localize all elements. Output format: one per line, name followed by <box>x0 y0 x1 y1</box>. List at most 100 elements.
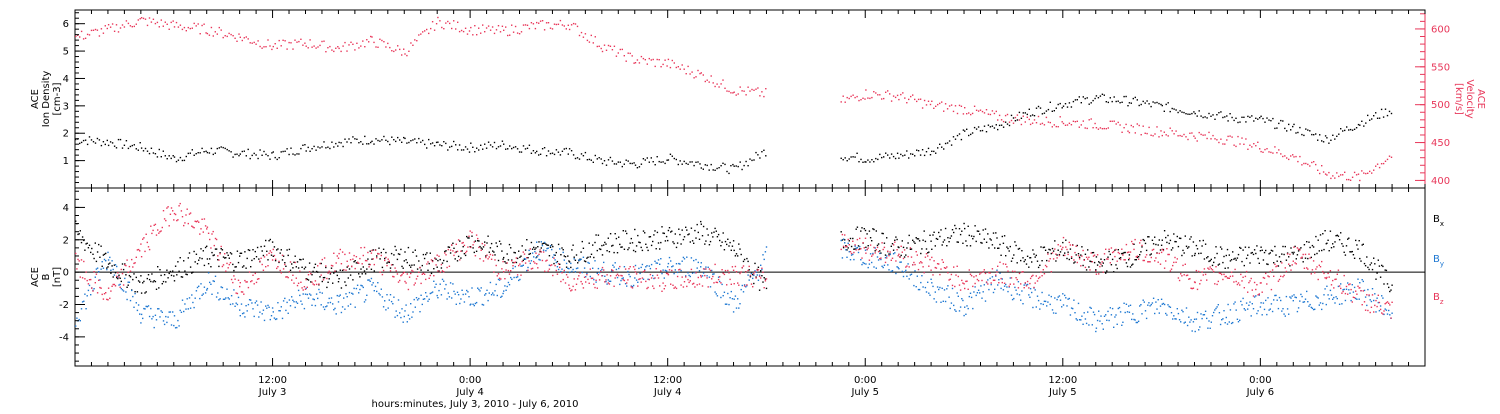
bx-series-point <box>1085 254 1086 255</box>
bz-series-point <box>474 241 475 242</box>
bz-series-point <box>729 279 730 280</box>
by-series-point <box>1173 315 1174 316</box>
velocity-series-point <box>75 36 76 37</box>
density-series-point <box>1011 115 1012 116</box>
by-series-point <box>1222 318 1223 319</box>
by-series-point <box>197 287 198 288</box>
bx-series-point <box>856 229 857 230</box>
bx-series-point <box>1355 240 1356 241</box>
bx-series-point <box>120 278 121 279</box>
by-series-point <box>953 305 954 306</box>
velocity-series-point <box>143 18 144 19</box>
by-series-point <box>472 304 473 305</box>
bz-series-point <box>1155 257 1156 258</box>
by-series-point <box>370 281 371 282</box>
bz-series-point <box>267 265 268 266</box>
velocity-series-point <box>755 89 756 90</box>
velocity-series-point <box>939 103 940 104</box>
bx-series-point <box>457 260 458 261</box>
by-series-point <box>1219 312 1220 313</box>
by-series-point <box>1296 297 1297 298</box>
bx-series-point <box>429 263 430 264</box>
bz-series-point <box>117 272 118 273</box>
density-series-point <box>881 157 882 158</box>
density-series-point <box>1046 110 1047 111</box>
bz-series-point <box>1125 259 1126 260</box>
density-series-point <box>1065 103 1066 104</box>
bz-series-point <box>1246 271 1247 272</box>
by-series-point <box>1300 294 1301 295</box>
bz-series-point <box>288 277 289 278</box>
bx-series-point <box>1177 236 1178 237</box>
by-series-point <box>1152 302 1153 303</box>
density-series-point <box>184 160 185 161</box>
density-series-point <box>375 138 376 139</box>
by-series-point <box>1094 314 1095 315</box>
density-series-point <box>674 158 675 159</box>
bx-series-point <box>1381 265 1382 266</box>
velocity-series-point <box>635 62 636 63</box>
bz-series-point <box>1265 273 1266 274</box>
bx-series-point <box>1256 245 1257 246</box>
bx-series-point <box>1387 283 1388 284</box>
bz-series-point <box>1030 278 1031 279</box>
by-series-point <box>343 297 344 298</box>
velocity-series-point <box>597 46 598 47</box>
velocity-series-point <box>542 20 543 21</box>
density-series-point <box>536 151 537 152</box>
bx-series-point <box>1141 246 1142 247</box>
bx-series-point <box>97 251 98 252</box>
bx-series-point <box>458 256 459 257</box>
bx-series-point <box>761 275 762 276</box>
velocity-series-point <box>422 31 423 32</box>
by-series-point <box>122 289 123 290</box>
by-series-point <box>1122 322 1123 323</box>
velocity-series-point <box>116 24 117 25</box>
bx-series-point <box>1052 248 1053 249</box>
bz-series-point <box>185 214 186 215</box>
bz-series-point <box>178 205 179 206</box>
velocity-series-point <box>674 62 675 63</box>
bx-series-point <box>247 258 248 259</box>
bx-series-point <box>939 236 940 237</box>
velocity-series-point <box>751 89 752 90</box>
density-series-point <box>147 151 148 152</box>
density-series-point <box>482 149 483 150</box>
bx-series-point <box>1322 233 1323 234</box>
bx-series-point <box>433 268 434 269</box>
bz-series-point <box>633 266 634 267</box>
density-series-point <box>718 167 719 168</box>
velocity-series-point <box>693 77 694 78</box>
bz-series-point <box>1335 279 1336 280</box>
bz-series-point <box>356 256 357 257</box>
bz-series-point <box>909 266 910 267</box>
by-series-point <box>1381 295 1382 296</box>
bz-series-point <box>104 293 105 294</box>
by-series-point <box>1156 308 1157 309</box>
velocity-series-point <box>227 36 228 37</box>
density-series-point <box>996 124 997 125</box>
by-series-point <box>1326 286 1327 287</box>
velocity-series-point <box>120 27 121 28</box>
by-series-point <box>1129 312 1130 313</box>
velocity-series-point <box>436 23 437 24</box>
by-series-point <box>504 285 505 286</box>
density-series-point <box>637 167 638 168</box>
bx-series-point <box>590 256 591 257</box>
bx-series-point <box>1213 262 1214 263</box>
velocity-series-point <box>1334 177 1335 178</box>
bx-series-point <box>1186 246 1187 247</box>
by-series-point <box>1073 300 1074 301</box>
bx-series-point <box>1260 247 1261 248</box>
bz-series-point <box>902 252 903 253</box>
density-series-point <box>682 164 683 165</box>
bx-series-point <box>1374 263 1375 264</box>
by-series-point <box>1006 286 1007 287</box>
bz-series-point <box>489 256 490 257</box>
bz-series-point <box>1196 270 1197 271</box>
by-series-point <box>736 307 737 308</box>
by-series-point <box>471 287 472 288</box>
density-series-point <box>630 163 631 164</box>
bx-series-point <box>1039 265 1040 266</box>
by-series-point <box>1207 328 1208 329</box>
